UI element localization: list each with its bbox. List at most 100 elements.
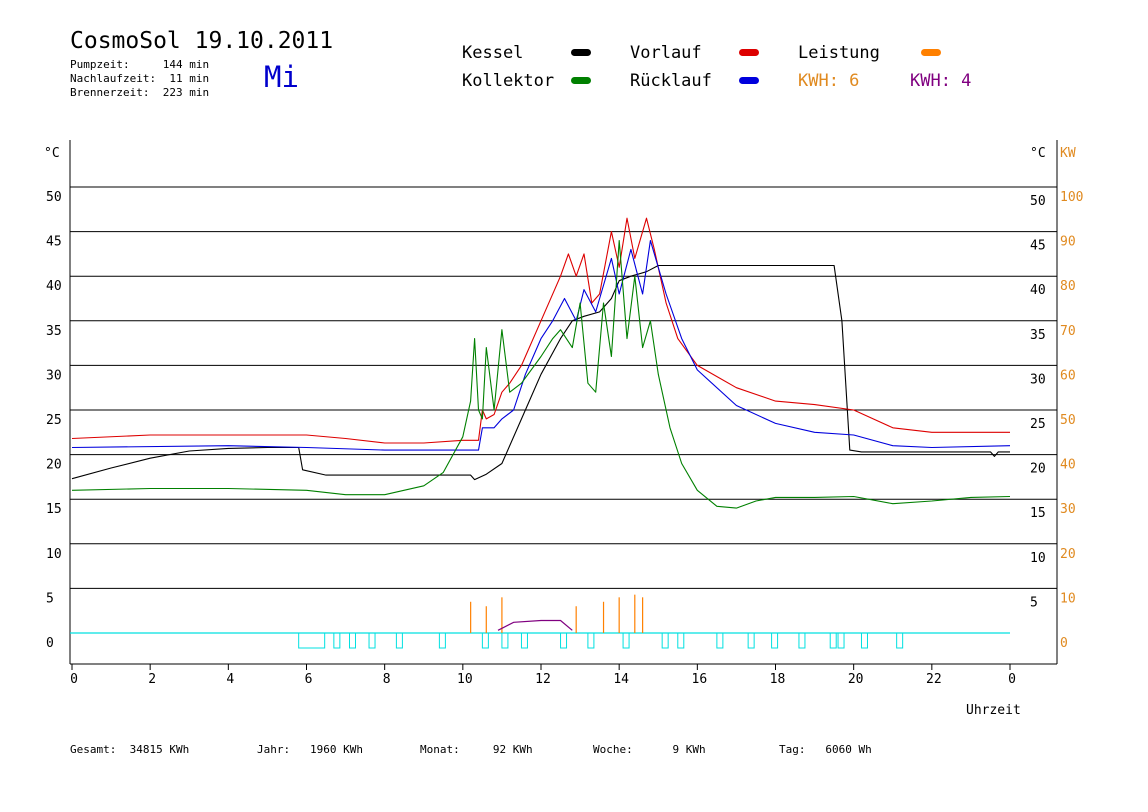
x-tick-label: 8 xyxy=(383,672,391,687)
legend-leistung-swatch xyxy=(921,49,941,56)
y-right-tick-label: 10 xyxy=(1030,551,1046,566)
y-right-tick-label: 30 xyxy=(1030,372,1046,387)
y-right-tick-label: 35 xyxy=(1030,328,1046,343)
x-tick-label: 18 xyxy=(770,672,786,687)
series-line-kollektor xyxy=(71,239,1011,509)
chart-labels: 0 2 4 6 8 10 12 14 16 18 20 22 005101520253035404550… xyxy=(44,146,1083,718)
pump-pulse xyxy=(368,632,376,649)
legend-vorlauf: Vorlauf xyxy=(630,43,702,63)
chart-grid xyxy=(70,186,1057,634)
pump-pulse xyxy=(438,632,446,649)
stat-jahr: Jahr: 1960 KWh xyxy=(257,743,363,756)
pump-pulse xyxy=(622,632,630,649)
power-plateau xyxy=(497,619,573,631)
x-tick-label: 4 xyxy=(226,672,234,687)
pump-pulse xyxy=(860,632,868,649)
y-kw-unit: KW xyxy=(1060,146,1076,161)
y-kw-tick-label: 70 xyxy=(1060,324,1076,339)
y-left-tick-label: 50 xyxy=(46,190,62,205)
burner-time: Brennerzeit: 223 min xyxy=(70,86,210,99)
y-left-unit: °C xyxy=(44,146,60,161)
y-left-tick-label: 20 xyxy=(46,458,62,473)
y-left-tick-label: 25 xyxy=(46,413,62,428)
pump-pulse xyxy=(716,632,724,649)
chart-series xyxy=(70,217,1011,649)
overrun-time: Nachlaufzeit: 11 min xyxy=(70,72,210,85)
legend-kollektor-swatch xyxy=(571,77,591,84)
y-right-tick-label: 15 xyxy=(1030,506,1046,521)
pump-time: Pumpzeit: 144 min xyxy=(70,58,210,71)
y-left-tick-label: 40 xyxy=(46,279,62,294)
legend-kollektor: Kollektor xyxy=(462,71,555,91)
stat-monat: Monat: 92 KWh xyxy=(420,743,533,756)
y-right-unit: °C xyxy=(1030,146,1046,161)
series-line-rücklauf xyxy=(71,239,1011,451)
pump-pulse xyxy=(560,632,568,649)
pump-pulse xyxy=(677,632,685,649)
pump-pulse xyxy=(798,632,806,649)
x-tick-label: 2 xyxy=(148,672,156,687)
pump-pulse xyxy=(395,632,403,649)
x-tick-label: 6 xyxy=(305,672,313,687)
legend-kessel: Kessel xyxy=(462,43,524,63)
pump-pulse xyxy=(501,632,509,649)
pump-pulse xyxy=(481,632,489,649)
y-left-tick-label: 45 xyxy=(46,235,62,250)
pump-pulse xyxy=(333,632,341,649)
stat-woche: Woche: 9 KWh xyxy=(593,743,706,756)
y-kw-tick-label: 60 xyxy=(1060,368,1076,383)
pump-pulse xyxy=(298,632,326,649)
y-kw-tick-label: 90 xyxy=(1060,235,1076,250)
weekday-label: Mi xyxy=(264,60,299,94)
pump-pulse xyxy=(587,632,595,649)
legend-vorlauf-swatch xyxy=(739,49,759,56)
x-tick-label: 20 xyxy=(848,672,864,687)
pump-pulse xyxy=(661,632,669,649)
y-right-tick-label: 45 xyxy=(1030,239,1046,254)
x-tick-label: 0 xyxy=(1008,672,1016,687)
x-tick-label: 12 xyxy=(535,672,551,687)
y-right-tick-label: 25 xyxy=(1030,417,1046,432)
legend-kwh-b: KWH: 4 xyxy=(910,71,972,91)
y-left-tick-label: 5 xyxy=(46,591,54,606)
y-kw-tick-label: 40 xyxy=(1060,458,1076,473)
pump-pulse xyxy=(829,632,837,649)
y-kw-tick-label: 0 xyxy=(1060,636,1068,651)
y-right-tick-label: 20 xyxy=(1030,462,1046,477)
stat-tag: Tag: 6060 Wh xyxy=(779,743,872,756)
chart-axes xyxy=(69,140,1058,670)
y-left-tick-label: 10 xyxy=(46,547,62,562)
chart-title: CosmoSol 19.10.2011 xyxy=(70,28,334,54)
legend-leistung: Leistung xyxy=(798,43,880,63)
y-kw-tick-label: 10 xyxy=(1060,591,1076,606)
legend-kessel-swatch xyxy=(571,49,591,56)
y-right-tick-label: 40 xyxy=(1030,283,1046,298)
legend-ruecklauf: Rücklauf xyxy=(630,71,712,91)
series-line-kessel xyxy=(71,264,1010,481)
stat-gesamt: Gesamt: 34815 KWh xyxy=(70,743,190,756)
x-tick-label: 22 xyxy=(926,672,942,687)
pump-pulse xyxy=(771,632,779,649)
y-kw-tick-label: 100 xyxy=(1060,190,1083,205)
legend-ruecklauf-swatch xyxy=(739,77,759,84)
x-tick-label: 14 xyxy=(613,672,629,687)
pump-pulse xyxy=(348,632,356,649)
y-kw-tick-label: 30 xyxy=(1060,502,1076,517)
series-line-vorlauf xyxy=(71,217,1010,444)
y-right-tick-label: 50 xyxy=(1030,194,1046,209)
y-right-tick-label: 5 xyxy=(1030,595,1038,610)
y-kw-tick-label: 80 xyxy=(1060,279,1076,294)
y-left-tick-label: 0 xyxy=(46,636,54,651)
y-left-tick-label: 30 xyxy=(46,368,62,383)
pump-pulse xyxy=(520,632,528,649)
x-axis-label: Uhrzeit xyxy=(966,703,1021,718)
x-tick-label: 10 xyxy=(457,672,473,687)
pump-pulse xyxy=(896,632,904,649)
legend-kwh-a: KWH: 6 xyxy=(798,71,860,91)
pump-pulse xyxy=(747,632,755,649)
pump-pulse xyxy=(837,632,845,649)
y-kw-tick-label: 20 xyxy=(1060,547,1076,562)
x-tick-label: 0 xyxy=(70,672,78,687)
y-kw-tick-label: 50 xyxy=(1060,413,1076,428)
